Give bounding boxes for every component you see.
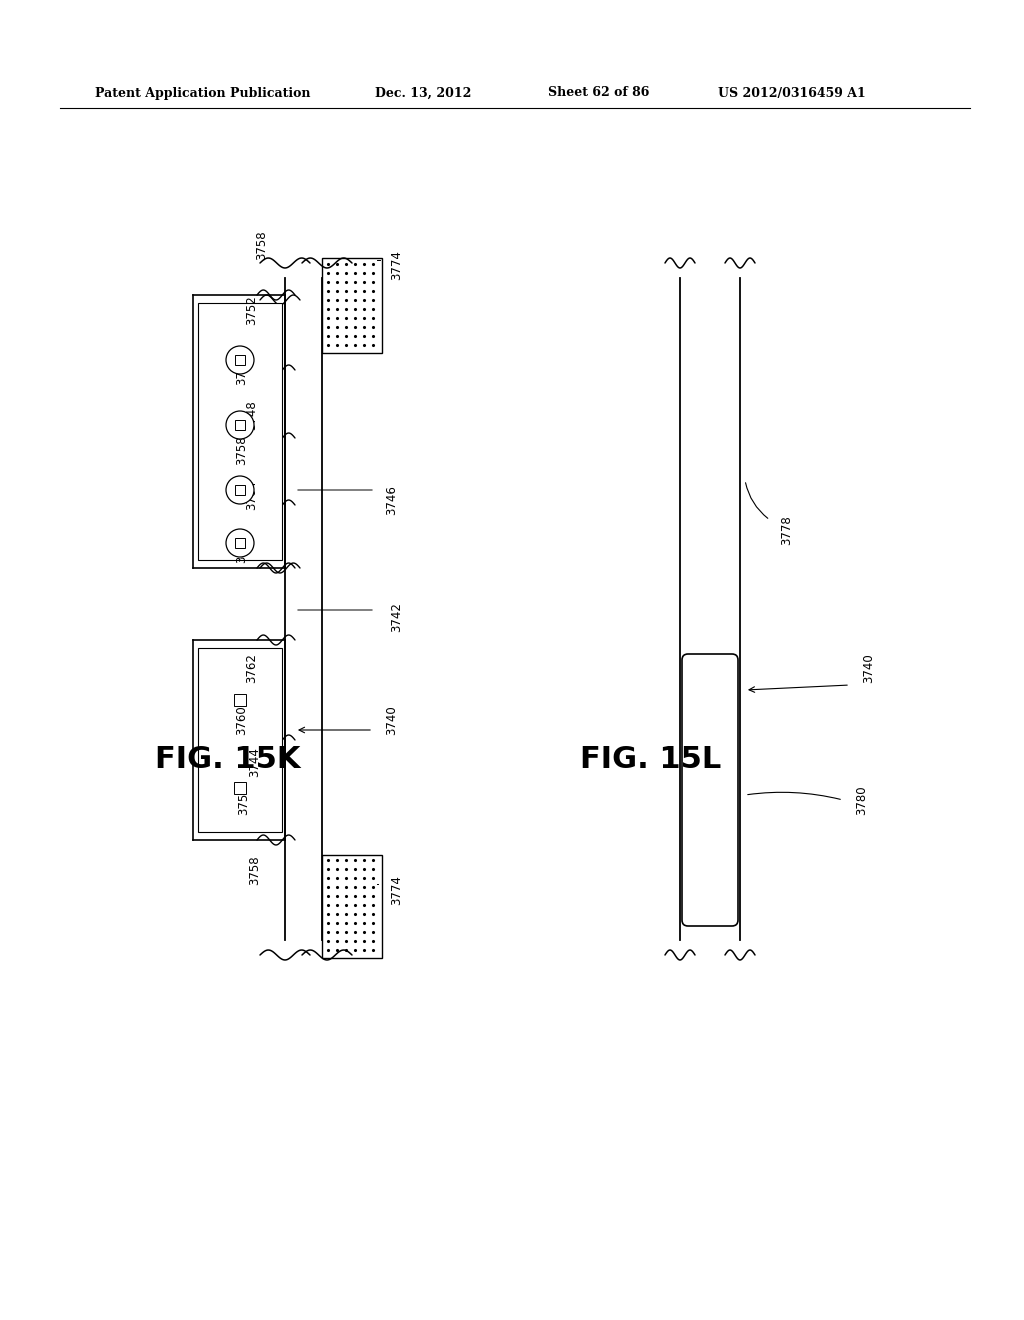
Text: FIG. 15L: FIG. 15L	[580, 746, 721, 775]
Text: 3752: 3752	[245, 296, 258, 325]
Bar	[234, 694, 246, 706]
Bar	[234, 781, 246, 795]
Text: 3758: 3758	[255, 230, 268, 260]
Bar	[234, 539, 245, 548]
Text: 3740: 3740	[385, 705, 398, 735]
Circle shape	[226, 411, 254, 440]
FancyBboxPatch shape	[682, 653, 738, 927]
Text: 3760: 3760	[234, 705, 248, 735]
Bar	[193, 294, 285, 568]
Text: 3758: 3758	[234, 436, 248, 465]
Bar	[193, 640, 285, 840]
Text: 3740: 3740	[862, 653, 874, 682]
Text: US 2012/0316459 A1: US 2012/0316459 A1	[718, 87, 865, 99]
Circle shape	[226, 477, 254, 504]
Text: 3746: 3746	[385, 484, 398, 515]
Text: 3780: 3780	[855, 785, 868, 814]
Text: 3748: 3748	[245, 400, 258, 430]
Text: 3754: 3754	[234, 533, 248, 562]
Bar	[234, 420, 245, 430]
Text: 3750: 3750	[237, 785, 250, 814]
Text: 3742: 3742	[390, 602, 403, 632]
Text: Sheet 62 of 86: Sheet 62 of 86	[548, 87, 649, 99]
Circle shape	[226, 346, 254, 374]
Bar	[234, 355, 245, 366]
Text: 3774: 3774	[390, 875, 403, 906]
Bar	[322, 855, 382, 958]
Text: 3758: 3758	[248, 855, 261, 884]
Bar	[322, 257, 382, 352]
Bar	[234, 484, 245, 495]
Text: Dec. 13, 2012: Dec. 13, 2012	[375, 87, 471, 99]
Text: 3766: 3766	[234, 355, 248, 385]
Text: 3762: 3762	[245, 653, 258, 682]
Text: 3774: 3774	[390, 249, 403, 280]
Text: 3744: 3744	[248, 747, 261, 777]
Text: 3764: 3764	[245, 480, 258, 510]
Text: Patent Application Publication: Patent Application Publication	[95, 87, 310, 99]
Text: FIG. 15K: FIG. 15K	[155, 746, 300, 775]
Bar	[198, 648, 282, 832]
Text: 3778: 3778	[780, 515, 793, 545]
Bar	[198, 304, 282, 560]
Circle shape	[226, 529, 254, 557]
